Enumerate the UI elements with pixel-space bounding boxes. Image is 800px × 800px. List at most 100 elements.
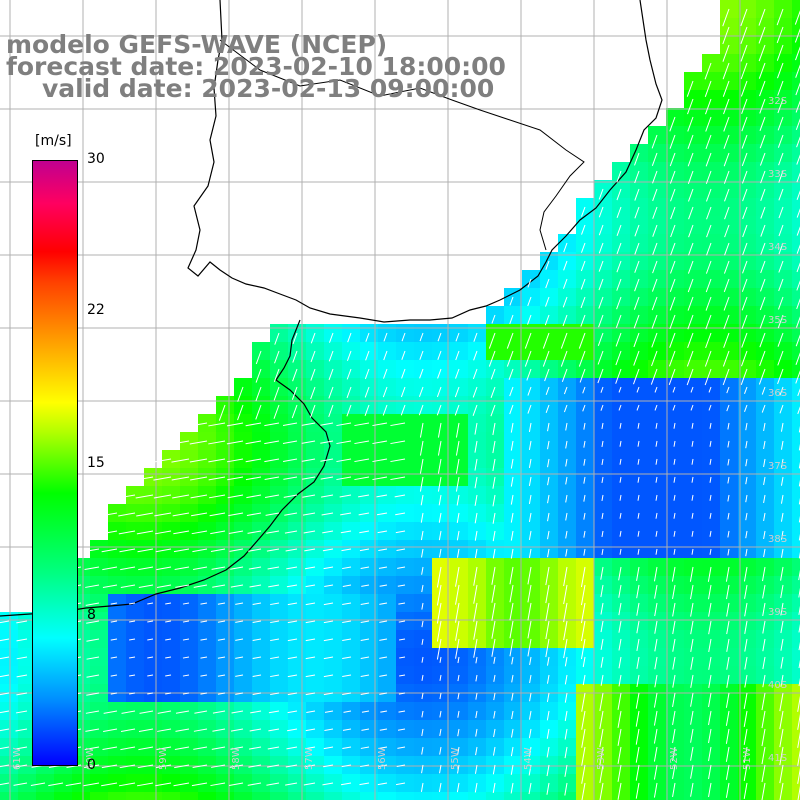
wind-arrow [619,476,622,483]
wind-arrow [268,584,280,588]
wind-arrow [379,674,388,677]
wind-arrow [780,512,784,522]
wind-arrow [398,710,406,713]
wind-arrow [360,692,370,695]
wind-arrow [252,638,262,641]
wind-arrow [457,656,460,664]
wind-arrow [135,494,154,499]
wind-arrow [761,692,766,711]
wind-arrow [172,512,190,517]
wind-arrow [118,530,136,535]
wind-arrow [528,512,532,523]
wind-arrow [564,710,568,722]
wind-arrow [618,656,622,669]
wind-arrow [0,728,10,732]
wind-cell [288,792,306,800]
wind-arrow [377,530,388,534]
wind-cell [234,792,252,800]
wind-arrow [619,530,622,537]
wind-arrow [528,746,532,757]
wind-arrow [419,458,424,474]
wind-arrow [165,656,172,659]
wind-arrow [709,422,712,429]
wind-arrow [652,224,658,237]
wind-arrow [491,638,496,657]
wind-arrow [759,314,766,329]
wind-cell [792,270,800,288]
wind-arrow [726,656,730,670]
wind-arrow [102,584,118,588]
wind-arrow [562,278,568,289]
wind-arrow [157,710,172,714]
wind-arrow [776,26,784,44]
wind-arrow [14,764,28,768]
wind-arrow [510,548,514,559]
wind-arrow [439,764,442,774]
wind-arrow [510,458,514,469]
wind-arrow [436,404,442,416]
wind-arrow [217,674,226,677]
wind-arrow [705,134,712,150]
longitude-labels: 61W 60W 59W 58W 57W 56W 55W 54W 53W 52W 51W [12,747,753,770]
wind-arrow [779,710,784,730]
wind-arrow [455,368,460,379]
wind-arrow [510,494,514,505]
wind-arrow [691,530,694,537]
wind-arrow [475,692,478,700]
wind-arrow [527,584,532,603]
wind-arrow [490,404,496,417]
wind-arrow [493,692,496,701]
wind-arrow [690,728,694,743]
wind-arrow [493,728,496,738]
wind-arrow [249,584,262,588]
wind-arrow [248,548,262,552]
wind-arrow [619,512,622,519]
wind-cell [792,252,800,270]
wind-arrow [328,404,334,417]
colorbar-tick-30: 30 [87,151,105,167]
wind-arrow [617,764,622,782]
wind-arrow [599,710,604,730]
wind-arrow [780,548,784,558]
lat-label: 38S [768,534,787,545]
wind-arrow [506,332,514,349]
wind-arrow [564,764,568,777]
wind-arrow [708,710,712,726]
wind-arrow [455,566,460,587]
wind-arrow [634,170,640,184]
wind-arrow [579,368,586,383]
wind-arrow [744,404,748,413]
wind-arrow [156,584,172,588]
wind-arrow [651,152,658,166]
wind-arrow [117,494,136,499]
wind-arrow [743,692,748,709]
wind-arrow [744,638,748,652]
wind-arrow [581,206,586,217]
wind-arrow [547,512,550,522]
wind-arrow [778,260,784,273]
wind-arrow [118,512,136,517]
wind-arrow [376,494,388,498]
wind-arrow [741,152,748,167]
wind-cell [108,792,126,800]
wind-arrow [401,368,406,379]
wind-arrow [400,386,406,398]
wind-arrow [230,728,244,732]
wind-arrow [637,512,640,519]
wind-arrow [600,566,604,580]
wind-arrow [633,314,640,329]
wind-arrow [762,656,766,670]
wind-arrow [547,494,550,504]
wind-arrow [455,620,460,641]
wind-arrow [796,190,800,200]
wind-arrow [778,224,784,237]
wind-arrow [270,620,280,624]
wind-arrow [669,134,676,149]
wind-arrow [690,584,694,600]
lon-label: 53W [596,747,607,770]
wind-arrow [601,440,604,448]
wind-arrow [287,728,298,732]
wind-arrow [211,566,226,570]
wind-arrow [655,530,658,537]
wind-arrow [528,548,532,559]
